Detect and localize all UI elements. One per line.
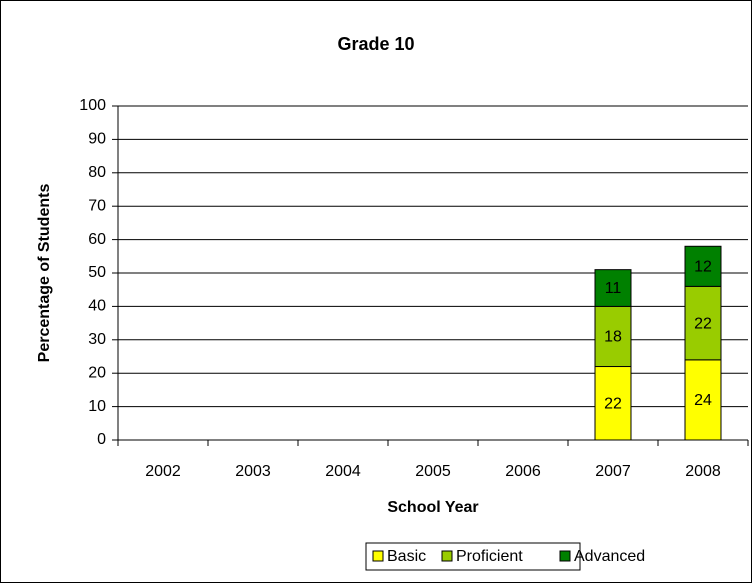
y-tick-label: 40 [88, 298, 106, 315]
legend-box [365, 542, 581, 571]
y-tick-label: 90 [88, 131, 106, 148]
legend-label: Proficient [456, 548, 523, 565]
y-tick-label: 20 [88, 364, 106, 381]
bar-segment [684, 285, 722, 361]
legend-label: Basic [387, 548, 426, 565]
x-tick-label: 2006 [505, 463, 541, 480]
legend-swatch [372, 550, 384, 562]
y-tick-label: 10 [88, 398, 106, 415]
bar-segment [594, 269, 632, 307]
legend-swatch [559, 550, 571, 562]
data-label: 11 [605, 280, 622, 297]
y-tick-label: 30 [88, 331, 106, 348]
data-label: 24 [694, 392, 712, 409]
x-axis-label: School Year [387, 499, 478, 516]
x-tick-label: 2008 [685, 463, 721, 480]
y-axis-label: Percentage of Students [36, 184, 53, 363]
y-tick-label: 60 [88, 231, 106, 248]
x-tick-label: 2005 [415, 463, 451, 480]
bar-segment [684, 245, 722, 287]
y-tick-label: 80 [88, 164, 106, 181]
chart-title: Grade 10 [337, 34, 414, 54]
x-tick-label: 2003 [235, 463, 271, 480]
data-label: 12 [694, 259, 712, 276]
x-tick-label: 2007 [595, 463, 631, 480]
legend-label: Advanced [574, 548, 645, 565]
x-tick-label: 2004 [325, 463, 361, 480]
y-tick-label: 100 [79, 97, 106, 114]
y-tick-label: 50 [88, 264, 106, 281]
x-tick-label: 2002 [145, 463, 181, 480]
data-label: 22 [604, 395, 622, 412]
bar-segment [594, 366, 632, 441]
legend-swatch [441, 550, 453, 562]
data-label: 18 [604, 329, 622, 346]
data-label: 22 [694, 315, 712, 332]
y-tick-label: 70 [88, 197, 106, 214]
y-tick-label: 0 [97, 431, 106, 448]
bar-segment [594, 305, 632, 368]
